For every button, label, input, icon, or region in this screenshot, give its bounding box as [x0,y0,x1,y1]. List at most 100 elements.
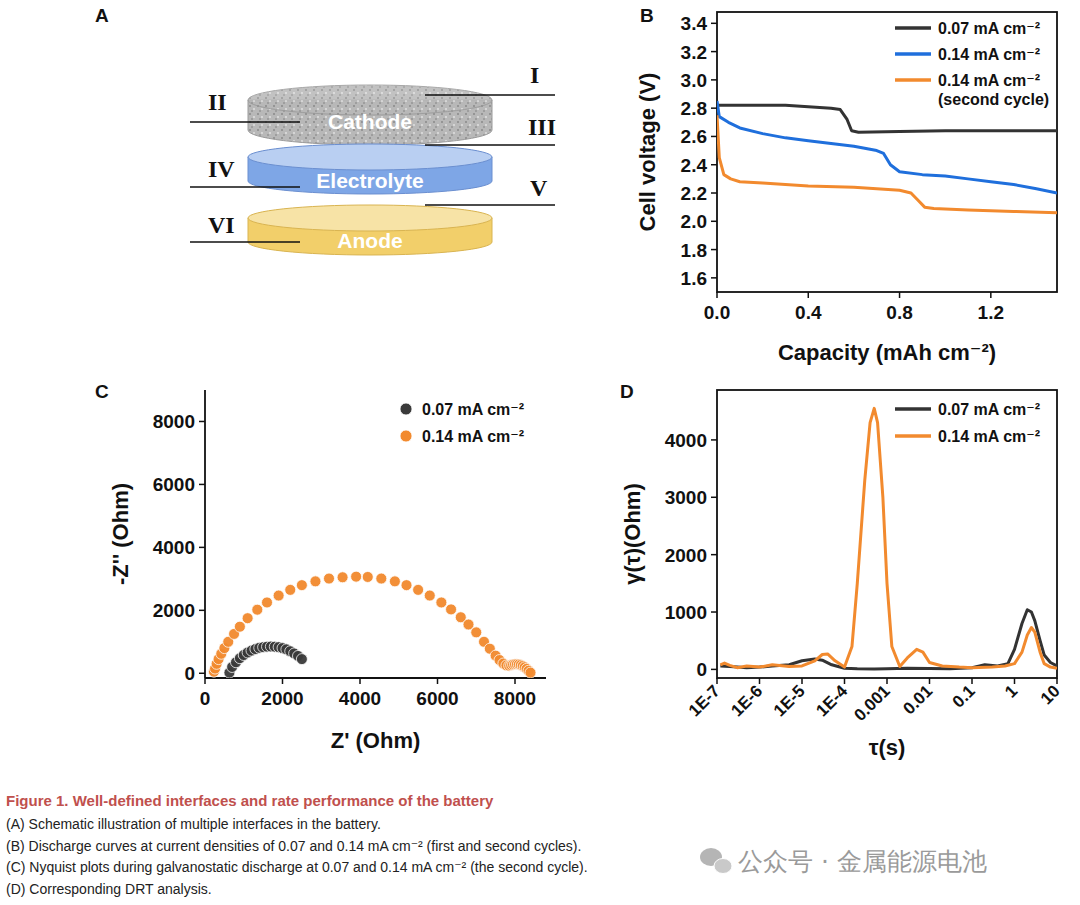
data-point [242,613,253,624]
x-tick-label: 0.1 [949,681,979,711]
leader-line [190,186,300,188]
chart: D010002000300040001E-71E-61E-51E-40.0010… [620,381,1064,760]
y-tick [199,610,205,612]
x-tick [514,678,516,684]
data-point [446,604,457,615]
leader-line [425,204,555,206]
x-tick-label: 1E-4 [812,681,851,720]
panel-letter: B [640,5,654,26]
x-tick [759,678,761,684]
x-tick [971,678,973,684]
y-tick-label: 1.8 [681,240,707,261]
y-tick-label: 3.0 [681,70,707,91]
legend: 0.07 mA cm⁻²0.14 mA cm⁻² [400,401,524,445]
y-axis-line [204,390,206,678]
data-point [273,590,284,601]
data-point [296,580,307,591]
x-tick [1056,678,1058,684]
y-tick-label: 2.6 [681,126,707,147]
watermark-icon [714,859,732,874]
data-line [717,115,1057,213]
y-axis-title: -Z'' (Ohm) [108,483,133,585]
x-tick-label: 0.0 [704,302,730,323]
layer-label: Cathode [328,110,412,133]
x-tick [929,678,931,684]
x-tick-label: 8000 [494,688,536,709]
legend-label: 0.14 mA cm⁻² [938,46,1040,63]
x-tick-label: 1E-6 [727,681,766,720]
data-point [424,590,435,601]
legend: 0.07 mA cm⁻² 0.14 mA cm⁻² 0.14 mA cm⁻²(sec… [895,20,1049,108]
data-point [525,667,536,678]
y-tick-label: 3.2 [681,42,707,63]
x-axis-title: Capacity (mAh cm⁻²) [778,340,996,365]
legend-label: 0.07 mA cm⁻² [422,401,524,418]
caption-line: (A) Schematic illustration of multiple i… [6,816,381,832]
legend-marker [400,403,412,415]
y-tick-label: 4000 [665,430,707,451]
y-tick-label: 3000 [665,487,707,508]
x-axis-title: Z' (Ohm) [331,728,421,753]
y-tick [711,23,717,25]
y-tick [711,107,717,109]
interface-label: IV [208,156,235,182]
leader-line [425,94,555,96]
x-tick [204,678,206,684]
caption: Figure 1. Well-defined interfaces and ra… [6,792,588,897]
legend-label: 0.14 mA cm⁻² [938,428,1040,445]
data-point [296,654,307,665]
data-point [252,604,263,615]
x-tick [437,678,439,684]
x-tick [886,678,888,684]
chart: B1.61.82.02.22.42.62.83.03.23.40.00.40.8… [635,5,1057,365]
y-tick [711,669,717,671]
caption-line: (C) Nyquist plots during galvanostatic d… [6,859,588,875]
data-point [471,627,482,638]
x-tick [899,292,901,298]
y-tick-label: 4000 [153,537,195,558]
x-tick-label: 0 [200,688,211,709]
x-tick-label: 1 [1001,681,1021,701]
x-axis-line [205,677,546,679]
data-point [324,573,335,584]
plot-area [720,408,1057,669]
x-tick [282,678,284,684]
x-tick [359,678,361,684]
x-tick-label: 6000 [416,688,458,709]
layer-label: Electrolyte [316,169,423,192]
leader-line [190,241,300,243]
y-tick-label: 2000 [665,545,707,566]
legend-line [895,52,931,56]
y-tick [711,164,717,166]
y-tick [711,554,717,556]
x-tick-label: 1E-7 [685,681,724,720]
chart: C0200040006000800002000400060008000Z' (O… [95,381,546,753]
x-tick-label: 2000 [261,688,303,709]
y-tick [711,277,717,279]
y-tick [711,192,717,194]
x-tick-label: 0.4 [795,302,822,323]
y-tick [199,673,205,675]
interface-label: I [530,62,539,88]
y-tick-label: 0 [696,659,707,680]
legend-marker [400,430,412,442]
legend-line [895,78,931,82]
x-tick-label: 1E-5 [770,681,809,720]
y-tick [711,439,717,441]
plot-area [208,571,536,678]
legend-label: 0.14 mA cm⁻²(second cycle) [938,72,1049,108]
x-tick [716,292,718,298]
data-point [285,584,296,595]
data-point [351,571,362,582]
legend-label: 0.07 mA cm⁻² [938,20,1040,37]
interface-label: II [208,89,227,115]
y-tick [199,484,205,486]
y-tick-label: 2.2 [681,183,707,204]
y-tick [711,611,717,613]
y-tick-label: 2000 [153,600,195,621]
y-tick-label: 2.8 [681,98,707,119]
legend-label-part: (second cycle) [938,91,1049,108]
layer-top [248,144,492,170]
x-tick [1014,678,1016,684]
x-tick-label: 0.01 [899,681,936,718]
